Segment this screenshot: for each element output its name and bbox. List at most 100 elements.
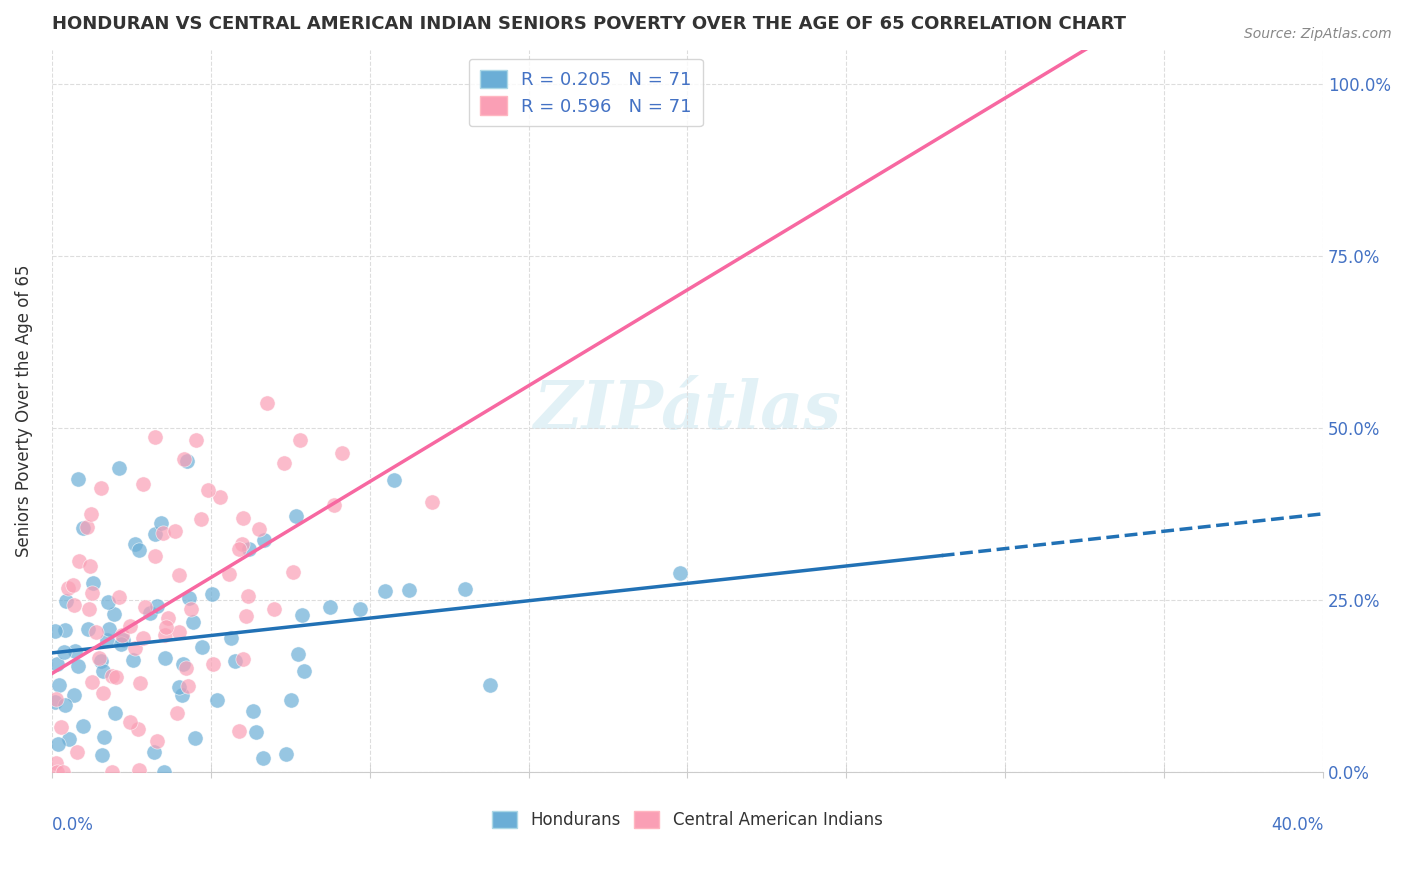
Legend: Hondurans, Central American Indians: Hondurans, Central American Indians: [485, 805, 889, 836]
Point: [273, 456, 295, 470]
Point: [63, 598, 86, 612]
Point: [53, 623, 76, 637]
Text: 0.0%: 0.0%: [52, 816, 94, 834]
Point: [252, 751, 274, 765]
Point: [49, 720, 72, 734]
Point: [58, 731, 80, 746]
Point: [124, 641, 146, 656]
Point: [173, 452, 195, 467]
Point: [104, 706, 127, 720]
Point: [67, 554, 90, 568]
Point: [128, 763, 150, 777]
Point: [253, 533, 276, 548]
Point: [128, 542, 150, 557]
Point: [242, 704, 264, 718]
Point: [91, 686, 114, 700]
Point: [72, 719, 94, 733]
Point: [184, 731, 207, 745]
Point: [156, 611, 179, 625]
Point: [89, 481, 111, 495]
Point: [79, 559, 101, 574]
Point: [167, 568, 190, 582]
Point: [87, 650, 110, 665]
Point: [205, 693, 228, 707]
Point: [190, 511, 212, 525]
Point: [291, 608, 314, 623]
Point: [76, 519, 98, 533]
Point: [45, 756, 67, 770]
Point: [82, 675, 104, 690]
Point: [232, 652, 254, 666]
Point: [143, 549, 166, 563]
Point: [62, 688, 84, 702]
Point: [176, 454, 198, 468]
Point: [118, 619, 141, 633]
Point: [274, 747, 297, 762]
Point: [145, 733, 167, 747]
Point: [80, 586, 103, 600]
Point: [166, 706, 188, 720]
Point: [228, 723, 250, 738]
Text: ZIPátlas: ZIPátlas: [533, 378, 841, 443]
Point: [150, 516, 173, 530]
Point: [319, 600, 342, 615]
Point: [101, 765, 124, 780]
Point: [209, 490, 232, 504]
Point: [186, 434, 208, 448]
Point: [97, 594, 120, 608]
Point: [127, 723, 149, 737]
Point: [45, 692, 67, 706]
Text: Source: ZipAtlas.com: Source: ZipAtlas.com: [1244, 27, 1392, 41]
Point: [330, 446, 353, 460]
Text: HONDURAN VS CENTRAL AMERICAN INDIAN SENIORS POVERTY OVER THE AGE OF 65 CORRELATI: HONDURAN VS CENTRAL AMERICAN INDIAN SENI…: [52, 15, 1126, 33]
Point: [53, 698, 76, 713]
Point: [181, 615, 204, 629]
Point: [218, 567, 240, 582]
Point: [180, 602, 202, 616]
Point: [153, 628, 176, 642]
Point: [63, 644, 86, 658]
Point: [167, 625, 190, 640]
Point: [84, 624, 107, 639]
Point: [170, 689, 193, 703]
Point: [283, 565, 305, 579]
Point: [120, 715, 142, 730]
Point: [96, 632, 118, 647]
Point: [224, 654, 246, 668]
Y-axis label: Seniors Poverty Over the Age of 65: Seniors Poverty Over the Age of 65: [15, 265, 32, 558]
Point: [46, 737, 69, 751]
Point: [191, 640, 214, 655]
Point: [67, 472, 90, 486]
Point: [104, 670, 127, 684]
Point: [245, 725, 267, 739]
Point: [201, 587, 224, 601]
Point: [143, 745, 166, 759]
Point: [66, 745, 89, 759]
Point: [201, 657, 224, 671]
Point: [52, 645, 75, 659]
Point: [454, 582, 477, 597]
Point: [231, 537, 253, 551]
Point: [236, 590, 259, 604]
Point: [179, 591, 201, 605]
Point: [153, 651, 176, 665]
Point: [111, 628, 134, 642]
Point: [228, 542, 250, 557]
Point: [292, 664, 315, 678]
Point: [145, 430, 167, 444]
Point: [90, 654, 112, 668]
Point: [374, 583, 396, 598]
Point: [285, 509, 308, 524]
Point: [479, 678, 502, 692]
Point: [155, 620, 177, 634]
Point: [132, 477, 155, 491]
Point: [107, 461, 129, 475]
Point: [323, 498, 346, 512]
Point: [235, 609, 257, 624]
Point: [55, 594, 77, 608]
Point: [288, 434, 311, 448]
Point: [62, 578, 84, 592]
Point: [256, 396, 278, 410]
Point: [197, 483, 219, 497]
Point: [79, 507, 101, 521]
